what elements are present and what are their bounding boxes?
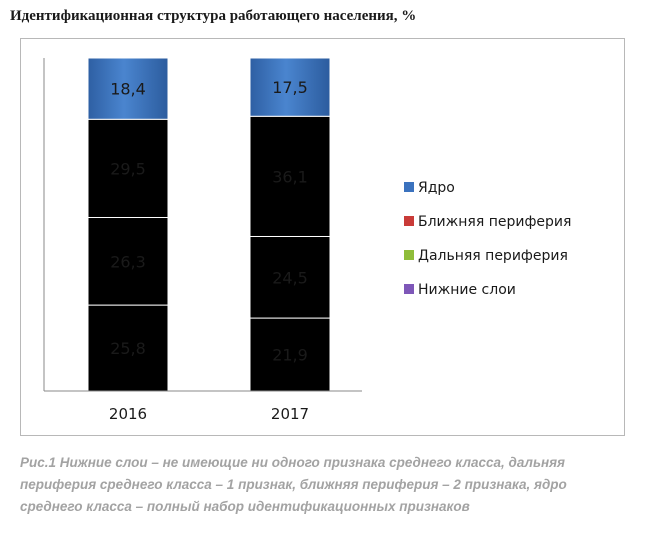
bar-segment <box>87 217 169 306</box>
data-label: 17,5 <box>272 78 308 97</box>
data-label: 21,9 <box>272 346 308 365</box>
page-title: Идентификационная структура работающего … <box>10 8 417 24</box>
bar-segment <box>249 115 331 237</box>
data-label: 36,1 <box>272 167 308 186</box>
x-tick-label: 2016 <box>109 405 147 423</box>
bar-segment <box>249 235 331 319</box>
bar-segment <box>249 57 331 117</box>
data-label: 29,5 <box>110 159 146 178</box>
legend-label: Ближняя периферия <box>418 214 571 230</box>
legend-label: Ядро <box>418 180 455 196</box>
legend-swatch <box>404 216 414 226</box>
legend: Ядро Ближняя периферия Дальняя периферия Ни… <box>404 180 571 298</box>
data-label: 26,3 <box>110 252 146 271</box>
bars-group: 25,8 26,3 29,5 18,4 21,9 24,5 36,1 17,5 <box>87 57 331 392</box>
bar-segment <box>249 317 331 392</box>
bar-segment <box>87 57 169 120</box>
legend-swatch <box>404 284 414 294</box>
legend-label: Дальняя периферия <box>418 248 568 264</box>
legend-label: Нижние слои <box>418 282 516 298</box>
data-label: 25,8 <box>110 339 146 358</box>
legend-swatch <box>404 250 414 260</box>
x-ticks-group: 2016 2017 <box>109 405 309 423</box>
x-tick-label: 2017 <box>271 405 309 423</box>
data-label: 24,5 <box>272 268 308 287</box>
data-label: 18,4 <box>110 80 146 99</box>
figure-caption: Рис.1 Нижние слои – не имеющие ни одного… <box>20 455 567 514</box>
legend-swatch <box>404 182 414 192</box>
